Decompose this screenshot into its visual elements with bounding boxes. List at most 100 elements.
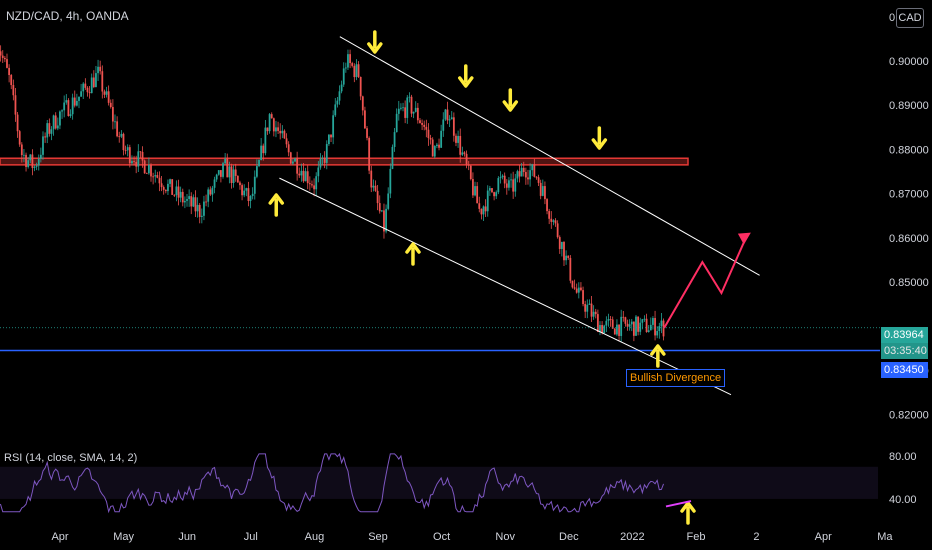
candle-body [111, 107, 114, 122]
candle-body [622, 316, 625, 318]
candle-body [529, 170, 532, 180]
candle-body [433, 145, 436, 157]
candle-body [69, 114, 72, 116]
candle-body [92, 77, 95, 88]
candle-body [224, 158, 227, 164]
candle-body [465, 153, 468, 165]
candle-body [173, 194, 176, 196]
candle-body [423, 124, 426, 127]
candle-body [338, 91, 341, 101]
candle-body [340, 84, 343, 92]
candle-body [662, 320, 665, 337]
candle-body [258, 159, 260, 167]
candle-body [61, 110, 63, 112]
rsi-line [0, 452, 664, 514]
up-arrow-marker [268, 193, 284, 217]
annotation-line-layer [0, 30, 880, 525]
candle-body [656, 331, 659, 336]
candle-body [378, 203, 381, 212]
candle-body [416, 107, 419, 121]
candle-body [476, 186, 479, 204]
candle-body [359, 76, 362, 97]
candle-body [162, 187, 165, 190]
candle-body [50, 129, 53, 134]
candle-body [133, 161, 135, 162]
candle-body [577, 287, 580, 293]
candle-body [131, 161, 133, 164]
y-tick-label: 0.90000 [889, 56, 929, 68]
candle-body [635, 316, 637, 336]
candle-body [247, 188, 250, 201]
countdown-tag: 03:35:40 [881, 343, 928, 359]
candle-body [527, 177, 529, 180]
candle-body [334, 104, 337, 116]
candle-body [419, 120, 421, 123]
y-tick-label: 0. [889, 12, 898, 24]
candle-body [351, 63, 354, 66]
candle-body [501, 175, 504, 178]
currency-button[interactable]: CAD [896, 8, 924, 28]
up-arrow-marker [405, 242, 421, 266]
candle-body [448, 119, 451, 121]
candle-body [236, 175, 239, 183]
candle-body [56, 125, 59, 129]
candle-body [302, 170, 305, 182]
candle-body [128, 147, 131, 164]
candle-body [618, 324, 620, 336]
rsi-up-arrow-marker [680, 501, 696, 525]
candle-body [569, 257, 572, 281]
candle-body [287, 144, 290, 153]
candle-body [567, 255, 570, 258]
candle-body [637, 316, 640, 332]
y-tick-label: 0.87000 [889, 189, 929, 201]
candle-body [571, 280, 574, 288]
candle-body [370, 170, 373, 188]
candle-body [414, 107, 417, 112]
resistance-zone [0, 157, 689, 166]
candle-body [374, 185, 377, 191]
candle-body [222, 163, 224, 177]
candle-body [628, 324, 631, 327]
candle-body [336, 100, 339, 105]
y-tick-label: 0.86000 [889, 233, 929, 245]
candle-body [270, 114, 273, 119]
support-level-tag: 0.83450 [881, 362, 928, 378]
candle-body [404, 107, 407, 118]
candle-body [283, 130, 286, 139]
candle-body [613, 328, 616, 335]
candle-body [203, 201, 205, 216]
x-tick-label: Oct [433, 531, 450, 543]
rsi-level-label: 80.00 [889, 451, 917, 463]
candle-body [215, 174, 218, 180]
candle-body [262, 145, 265, 154]
projection-arrowhead [737, 232, 751, 245]
x-tick-label: Ma [877, 531, 893, 543]
candle-body [44, 136, 47, 138]
candle-body [387, 193, 390, 209]
candle-body [444, 109, 447, 120]
candle-body [35, 165, 38, 167]
x-tick-label: Sep [368, 531, 388, 543]
candle-body [158, 177, 161, 184]
candle-body [122, 133, 125, 151]
candle-body [450, 117, 453, 120]
candle-body [169, 179, 171, 184]
candle-body [472, 179, 474, 196]
candle-body [601, 325, 604, 334]
candle-body [23, 154, 25, 156]
candle-body [249, 196, 252, 201]
candle-body [425, 126, 428, 130]
rsi-title: RSI (14, close, SMA, 14, 2) [4, 452, 138, 464]
candle-body [228, 166, 231, 178]
candle-body [605, 320, 608, 326]
projection-path [663, 235, 748, 329]
candle-body [239, 182, 241, 186]
candle-body [209, 189, 212, 195]
x-tick-label: May [113, 531, 134, 543]
rsi-divergence-line [665, 500, 692, 508]
candle-body [71, 97, 74, 115]
candle-body [446, 109, 449, 121]
last-price-tag: 0.83964 [881, 327, 928, 343]
candle-body [368, 137, 371, 171]
candle-body [323, 157, 326, 163]
